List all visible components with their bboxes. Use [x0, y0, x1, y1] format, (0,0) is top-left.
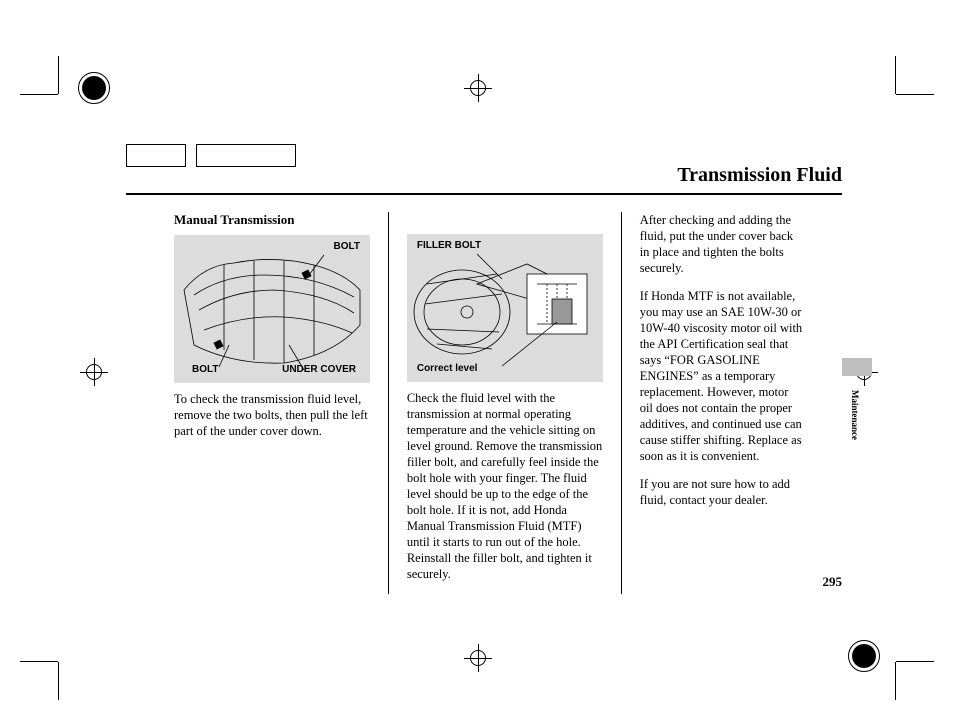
crop-mark [58, 662, 59, 700]
col2-paragraph-1: Check the fluid level with the transmiss… [407, 390, 603, 582]
column-separator [621, 212, 622, 594]
cross-mark [80, 358, 108, 386]
column-2: FILLER BOLT Correct level Check the flui… [407, 212, 603, 594]
page-title: Transmission Fluid [677, 164, 842, 187]
figure-under-cover: BOLT BOLT UNDER COVER [174, 235, 370, 383]
content-columns: Manual Transmission BOLT BOLT UNDER [174, 212, 804, 594]
column-3: After checking and adding the fluid, put… [640, 212, 804, 594]
registration-mark [848, 640, 880, 672]
col1-paragraph-1: To check the transmission fluid level, r… [174, 391, 370, 439]
cross-mark [464, 74, 492, 102]
section-tab-marker [842, 358, 872, 376]
figure-label-bolt-top: BOLT [334, 241, 360, 254]
title-rule [126, 193, 842, 195]
crop-mark [20, 94, 58, 95]
col3-paragraph-1: After checking and adding the fluid, put… [640, 212, 804, 276]
page-number: 295 [823, 574, 843, 590]
crop-mark [58, 56, 59, 94]
col3-paragraph-3: If you are not sure how to add fluid, co… [640, 476, 804, 508]
figure-label-bolt-bottom: BOLT [192, 364, 218, 377]
figure-illustration [174, 235, 370, 383]
crop-mark [20, 661, 58, 662]
subheading-manual-transmission: Manual Transmission [174, 212, 370, 229]
figure-label-under-cover: UNDER COVER [282, 364, 356, 377]
cross-mark [464, 644, 492, 672]
section-tab-label: Maintenance [850, 390, 860, 440]
crop-mark [896, 661, 934, 662]
figure-illustration [407, 234, 603, 382]
column-1: Manual Transmission BOLT BOLT UNDER [174, 212, 370, 594]
crop-mark [895, 662, 896, 700]
figure-filler-bolt: FILLER BOLT Correct level [407, 234, 603, 382]
figure-label-filler-bolt: FILLER BOLT [417, 240, 481, 253]
figure-label-correct-level: Correct level [417, 363, 478, 376]
registration-mark [78, 72, 110, 104]
column-separator [388, 212, 389, 594]
crop-mark [896, 94, 934, 95]
crop-mark [895, 56, 896, 94]
col3-paragraph-2: If Honda MTF is not available, you may u… [640, 288, 804, 464]
header-placeholder-boxes [126, 144, 296, 167]
